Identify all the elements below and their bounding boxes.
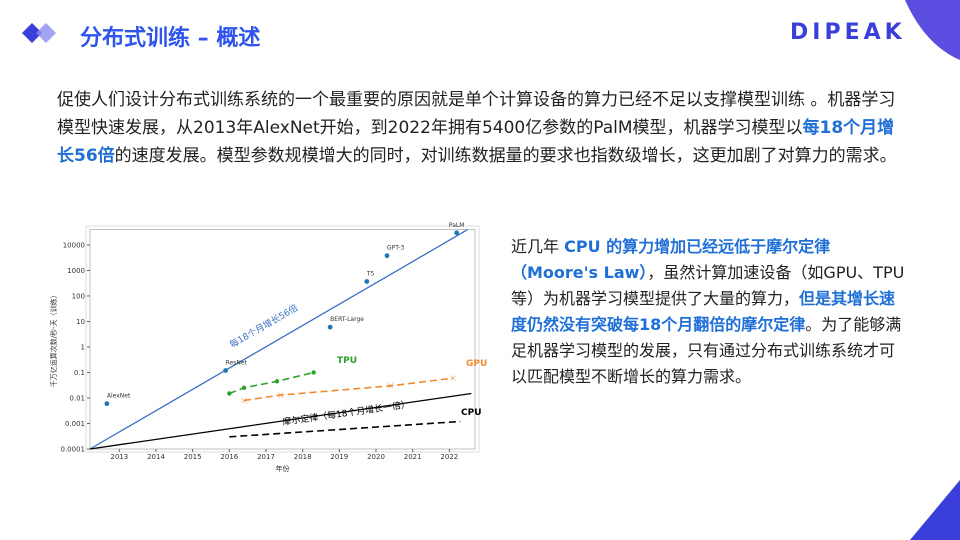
series-label: CPU xyxy=(461,408,482,418)
series-point xyxy=(227,391,232,396)
intro: 促使人们设计分布式训练系统的一个最重要的原因就是单个计算设备的算力已经不足以支撑… xyxy=(57,86,902,170)
model-point xyxy=(327,324,333,330)
y-tick-label: 0.1 xyxy=(74,369,85,377)
model-point xyxy=(454,230,460,236)
x-tick-label: 2020 xyxy=(367,453,385,461)
x-tick-label: 2016 xyxy=(220,453,238,461)
text-segment: 但是其增长速度仍然没有突破每18个月翻倍的摩尔定律 xyxy=(511,289,896,334)
x-axis-label: 年份 xyxy=(276,464,290,473)
series-label: GPU xyxy=(466,359,487,369)
x-tick-label: 2017 xyxy=(257,453,275,461)
x-tick-label: 2014 xyxy=(147,453,165,461)
x-tick-label: 2022 xyxy=(440,453,458,461)
model-label: AlexNet xyxy=(107,393,131,400)
x-tick-label: 2021 xyxy=(404,453,422,461)
text-segment: 促使人们设计分布式训练系统的一个最重要的原因就是单个计算设备的算力已经不足以支撑… xyxy=(57,90,896,138)
plot-frame xyxy=(89,229,476,450)
model-point xyxy=(104,401,110,407)
logo: DIPEAK xyxy=(790,20,906,45)
model-point xyxy=(223,368,229,373)
y-tick-label: 100 xyxy=(72,292,85,300)
model-point xyxy=(364,279,370,284)
y-tick-label: 0.01 xyxy=(69,394,85,402)
x-tick-label: 2019 xyxy=(330,453,348,461)
model-label: GPT-3 xyxy=(387,245,405,252)
model-label: ResNet xyxy=(226,359,248,366)
series-label: 摩尔定律（每18个月增长一倍） xyxy=(282,398,411,428)
series-point xyxy=(277,392,284,398)
x-tick-label: 2013 xyxy=(110,453,128,461)
series-point xyxy=(387,383,394,389)
series-label: TPU xyxy=(337,356,357,366)
series-line xyxy=(89,229,468,450)
series-point xyxy=(311,370,316,375)
model-label: PaLM xyxy=(449,222,465,229)
title: 分布式训练 – 概述 xyxy=(80,26,261,51)
series-line xyxy=(89,392,472,450)
y-tick-label: 10000 xyxy=(63,241,85,249)
text-segment: 每18个月增长56倍 xyxy=(57,118,895,166)
y-tick-label: 1 xyxy=(81,343,85,351)
model-label: BERT-Large xyxy=(330,316,364,323)
series-point xyxy=(450,375,456,381)
model-point xyxy=(384,253,390,259)
y-tick-label: 0.001 xyxy=(65,420,85,428)
y-tick-label: 1000 xyxy=(67,267,85,275)
x-tick-label: 2018 xyxy=(294,453,312,461)
series-point xyxy=(241,397,247,404)
text-segment: 近几年 xyxy=(511,237,565,256)
x-tick-label: 2015 xyxy=(184,453,202,461)
series-point xyxy=(241,385,247,391)
series-line xyxy=(229,420,461,438)
series-line xyxy=(243,377,454,402)
y-tick-label: 10 xyxy=(76,318,85,326)
text-segment: 的速度发展。模型参数规模增大的同时，对训练数据量的要求也指数级增长，这更加剧了对… xyxy=(114,146,897,166)
series-line xyxy=(229,371,314,395)
series-point xyxy=(274,379,280,384)
text-segment: 。为了能够满足机器学习模型的发展，只有通过分布式训练系统才可以匹配模型不断增长的… xyxy=(511,315,902,386)
text-segment: ，虽然计算加速设备（如GPU、TPU等）为机器学习模型提供了大量的算力， xyxy=(511,263,905,308)
text-segment: CPU 的算力增加已经远低于摩尔定律（Moore's Law） xyxy=(511,237,831,282)
series-label: 每18个月增长56倍 xyxy=(228,302,301,351)
side-text: 近几年 CPU 的算力增加已经远低于摩尔定律（Moore's Law），虽然计算… xyxy=(511,234,906,390)
y-axis-label: 千万亿运算次数/秒-天（训练） xyxy=(49,291,58,387)
model-label: T5 xyxy=(366,270,375,277)
y-tick-label: 0.0001 xyxy=(61,446,86,454)
